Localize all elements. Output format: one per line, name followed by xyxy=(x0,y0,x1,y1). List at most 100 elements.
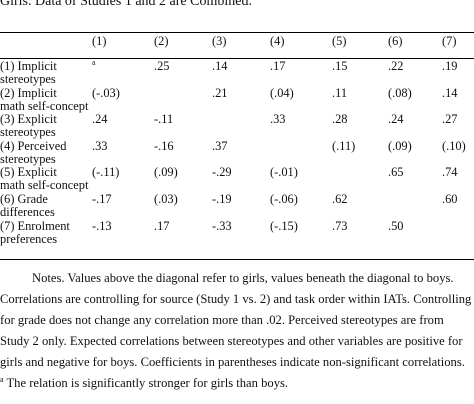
correlation-value: .65 xyxy=(388,165,404,180)
correlation-cell: (-.15) xyxy=(270,218,332,247)
row-label: (2) Implicit math self-concept xyxy=(0,85,92,114)
correlation-value: .22 xyxy=(388,59,404,73)
row-label: (7) Enrolment preferences xyxy=(0,219,92,247)
correlation-cell: .25 xyxy=(154,60,212,87)
footnote-marker: a xyxy=(0,374,4,384)
table-header: (1) (2) (3) (4) (5) (6) (7) xyxy=(0,33,474,60)
correlation-cell: -.16 xyxy=(154,139,212,167)
correlation-cell: .50 xyxy=(388,218,442,247)
column-header: (2) xyxy=(154,34,169,48)
notes-line: Notes. Values above the diagonal refer t… xyxy=(32,271,454,285)
correlation-cell: .28 xyxy=(332,113,388,140)
row-label-line: (2) Implicit xyxy=(0,85,57,100)
row-label-line: (6) Grade xyxy=(0,191,48,206)
correlation-cell: .24 xyxy=(92,113,154,140)
table-row: (2) Implicit math self-concept (-.03) .21 (.… xyxy=(0,85,474,114)
footnote-text: The relation is significantly stronger f… xyxy=(3,376,289,390)
correlation-value: (-.03) xyxy=(92,85,120,100)
correlation-value: .74 xyxy=(442,165,458,180)
row-label-line: differences xyxy=(0,204,55,219)
correlation-value: (.11) xyxy=(332,138,356,153)
row-label-line: math self-concept xyxy=(0,98,89,113)
row-label-line: stereotypes xyxy=(0,125,56,140)
correlation-cell xyxy=(270,140,332,167)
footnote: a The relation is significantly stronger… xyxy=(0,374,474,397)
correlation-value: (.10) xyxy=(442,138,466,153)
header-row: (1) (2) (3) (4) (5) (6) (7) xyxy=(0,33,474,60)
correlation-cell: .17 xyxy=(154,219,212,247)
correlation-value: (.03) xyxy=(154,191,178,206)
row-label-line: stereotypes xyxy=(0,151,56,166)
row-label-line: preferences xyxy=(0,231,58,246)
correlation-cell: .33 xyxy=(270,113,332,140)
correlation-value: -.19 xyxy=(212,191,232,206)
table-row: (4) Perceived stereotypes .33 -.16.37 (.11) (… xyxy=(0,138,474,167)
correlation-cell: (-.06) xyxy=(270,191,332,220)
correlation-value: .17 xyxy=(270,59,286,73)
correlation-value: (-.11) xyxy=(92,165,120,180)
correlation-cell: .24 xyxy=(388,113,442,140)
correlation-cell: -.17 xyxy=(92,191,154,220)
correlation-value: -.33 xyxy=(212,218,232,233)
column-header: (1) xyxy=(92,34,107,48)
correlation-value: -.29 xyxy=(212,165,232,180)
correlation-cell: .14 xyxy=(442,86,474,114)
correlation-cell: (.11) xyxy=(332,138,388,167)
correlation-value: .33 xyxy=(92,138,108,153)
correlation-value: (-.01) xyxy=(270,165,298,180)
column-header: (6) xyxy=(388,34,403,48)
row-label-line: (5) Explicit xyxy=(0,165,57,180)
correlation-value: .28 xyxy=(332,112,348,127)
table-notes: Notes. Values above the diagonal refer t… xyxy=(0,271,474,397)
header-cell-empty xyxy=(0,33,92,60)
correlation-value: -.13 xyxy=(92,218,112,233)
notes-line: Correlations are controlling for source … xyxy=(0,292,472,306)
correlation-value: -.17 xyxy=(92,191,112,206)
correlation-value: (.08) xyxy=(388,85,412,100)
correlation-cell: .74 xyxy=(442,166,474,193)
correlation-value: .33 xyxy=(270,112,286,127)
correlation-cell: .17 xyxy=(270,60,332,87)
correlation-cell: .65 xyxy=(388,166,442,193)
correlation-value: .11 xyxy=(332,85,348,100)
correlation-cell: (.09) xyxy=(388,139,442,167)
correlation-cell: -.11 xyxy=(154,113,212,140)
correlation-value: .15 xyxy=(332,59,348,73)
correlation-cell: .11 xyxy=(332,85,388,114)
notes-line: for grade does not change any correlatio… xyxy=(0,313,444,327)
correlation-cell xyxy=(388,193,442,220)
row-label: (4) Perceived stereotypes xyxy=(0,139,92,167)
correlation-value: -.11 xyxy=(154,112,174,127)
table-bottom-rule xyxy=(0,259,474,260)
correlation-value: .60 xyxy=(442,191,458,206)
correlation-cell: -.19 xyxy=(212,191,270,220)
correlation-value: (-.06) xyxy=(270,191,298,206)
correlation-value: .21 xyxy=(212,85,228,100)
correlation-value: (-.15) xyxy=(270,218,298,233)
correlation-cell: (.04) xyxy=(270,86,332,114)
correlation-cell: .62 xyxy=(332,192,388,220)
correlation-cell: .37 xyxy=(212,139,270,167)
correlation-cell: .22 xyxy=(388,60,442,87)
significance-marker: a xyxy=(92,57,96,67)
correlation-cell: (.10) xyxy=(442,138,474,167)
correlation-value: .24 xyxy=(92,112,108,127)
correlation-value: .50 xyxy=(388,218,404,233)
row-label-line: stereotypes xyxy=(0,72,56,86)
correlation-cell xyxy=(212,113,270,140)
column-header: (7) xyxy=(442,34,457,48)
row-label-line: (3) Explicit xyxy=(0,112,57,127)
table-row: (3) Explicit stereotypes .24 -.11 .33 .28 .24.… xyxy=(0,113,474,140)
correlation-cell: -.13 xyxy=(92,218,154,247)
correlation-cell: .27 xyxy=(442,113,474,140)
table-caption: Girls. Data of Studies 1 and 2 are Combi… xyxy=(0,0,252,9)
column-header: (5) xyxy=(332,34,347,48)
table-top-rule xyxy=(0,32,474,33)
correlation-cell: (-.11) xyxy=(92,166,154,193)
table-row: (7) Enrolment preferences -.13 .17 -.33 (-.15… xyxy=(0,218,474,247)
header-bottom-rule xyxy=(0,58,474,59)
table-body: (1) Implicit stereotypes a .25.14.17.15.22.… xyxy=(0,57,474,247)
correlation-value: .19 xyxy=(442,59,458,73)
correlation-cell: (.09) xyxy=(154,166,212,193)
